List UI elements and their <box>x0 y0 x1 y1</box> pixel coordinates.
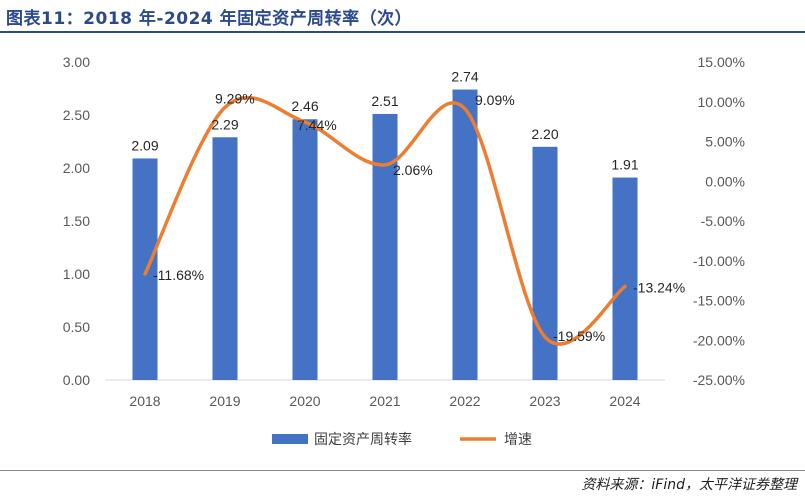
line-value-label: -11.68% <box>153 267 204 283</box>
bar-series <box>132 89 638 381</box>
right-tick-label: 15.00% <box>698 54 745 70</box>
bar <box>212 137 238 380</box>
left-tick-label: 3.00 <box>63 54 90 70</box>
bar <box>292 119 318 381</box>
legend-swatch-bar <box>272 434 308 444</box>
bar-value-label: 2.74 <box>451 69 478 85</box>
x-tick-label: 2019 <box>209 393 240 409</box>
right-tick-label: 5.00% <box>705 134 745 150</box>
x-tick-label: 2021 <box>369 393 400 409</box>
bar <box>612 177 638 380</box>
left-tick-label: 2.50 <box>63 107 90 123</box>
left-tick-label: 2.00 <box>63 160 90 176</box>
growth-line <box>143 95 627 346</box>
bar <box>532 146 558 380</box>
right-tick-label: 10.00% <box>698 94 745 110</box>
line-value-label: -13.24% <box>633 280 685 296</box>
chart: 0.00 0.50 1.00 1.50 2.00 2.50 3.00 -25.00% -20.… <box>63 54 745 448</box>
line-value-label: -19.59% <box>553 328 605 344</box>
left-axis: 0.00 0.50 1.00 1.50 2.00 2.50 3.00 <box>63 54 90 388</box>
x-tick-label: 2022 <box>449 393 480 409</box>
bar <box>372 113 398 380</box>
x-tick-label: 2024 <box>609 393 640 409</box>
bar-value-label: 2.20 <box>531 126 558 142</box>
bar-value-label: 2.29 <box>211 116 238 132</box>
right-tick-label: -10.00% <box>693 253 745 269</box>
bar-value-label: 2.51 <box>371 93 398 109</box>
legend-label-bar: 固定资产周转率 <box>314 431 412 448</box>
bar-value-label: 2.09 <box>131 137 158 153</box>
right-tick-label: 0.00% <box>705 173 745 189</box>
legend: 固定资产周转率 增速 <box>272 431 532 448</box>
x-tick-label: 2018 <box>129 393 160 409</box>
x-tick-label: 2023 <box>529 393 560 409</box>
line-value-label: 9.09% <box>475 92 515 108</box>
bar-value-label: 1.91 <box>611 157 638 173</box>
line-value-label: 7.44% <box>297 117 337 133</box>
line-value-label: 9.29% <box>215 90 255 106</box>
legend-label-line: 增速 <box>504 432 532 448</box>
right-axis: -25.00% -20.00% -15.00% -10.00% -5.00% 0.00% 5… <box>693 54 745 388</box>
footer-divider <box>0 470 805 471</box>
right-tick-label: -15.00% <box>693 293 745 309</box>
right-tick-label: -5.00% <box>701 213 745 229</box>
right-tick-label: -20.00% <box>693 332 745 348</box>
bar <box>132 158 158 380</box>
line-value-label: 2.06% <box>393 162 433 178</box>
data-labels: 2.09 2.29 2.46 2.51 2.74 2.20 1.91 -11.68% 9.29%… <box>131 69 685 344</box>
left-tick-label: 0.50 <box>63 319 90 335</box>
x-axis: 2018 2019 2020 2021 2022 2023 2024 <box>129 393 640 409</box>
left-tick-label: 1.50 <box>63 213 90 229</box>
right-tick-label: -25.00% <box>693 372 745 388</box>
line-series <box>143 95 627 346</box>
page-title: 图表11：2018 年-2024 年固定资产周转率（次） <box>6 9 413 29</box>
x-tick-label: 2020 <box>289 393 320 409</box>
left-tick-label: 0.00 <box>63 372 90 388</box>
left-tick-label: 1.00 <box>63 266 90 282</box>
title-divider <box>0 31 805 33</box>
bar-value-label: 2.46 <box>291 98 318 114</box>
source-note: 资料来源：iFind，太平洋证券整理 <box>581 477 797 493</box>
bar <box>452 89 478 380</box>
